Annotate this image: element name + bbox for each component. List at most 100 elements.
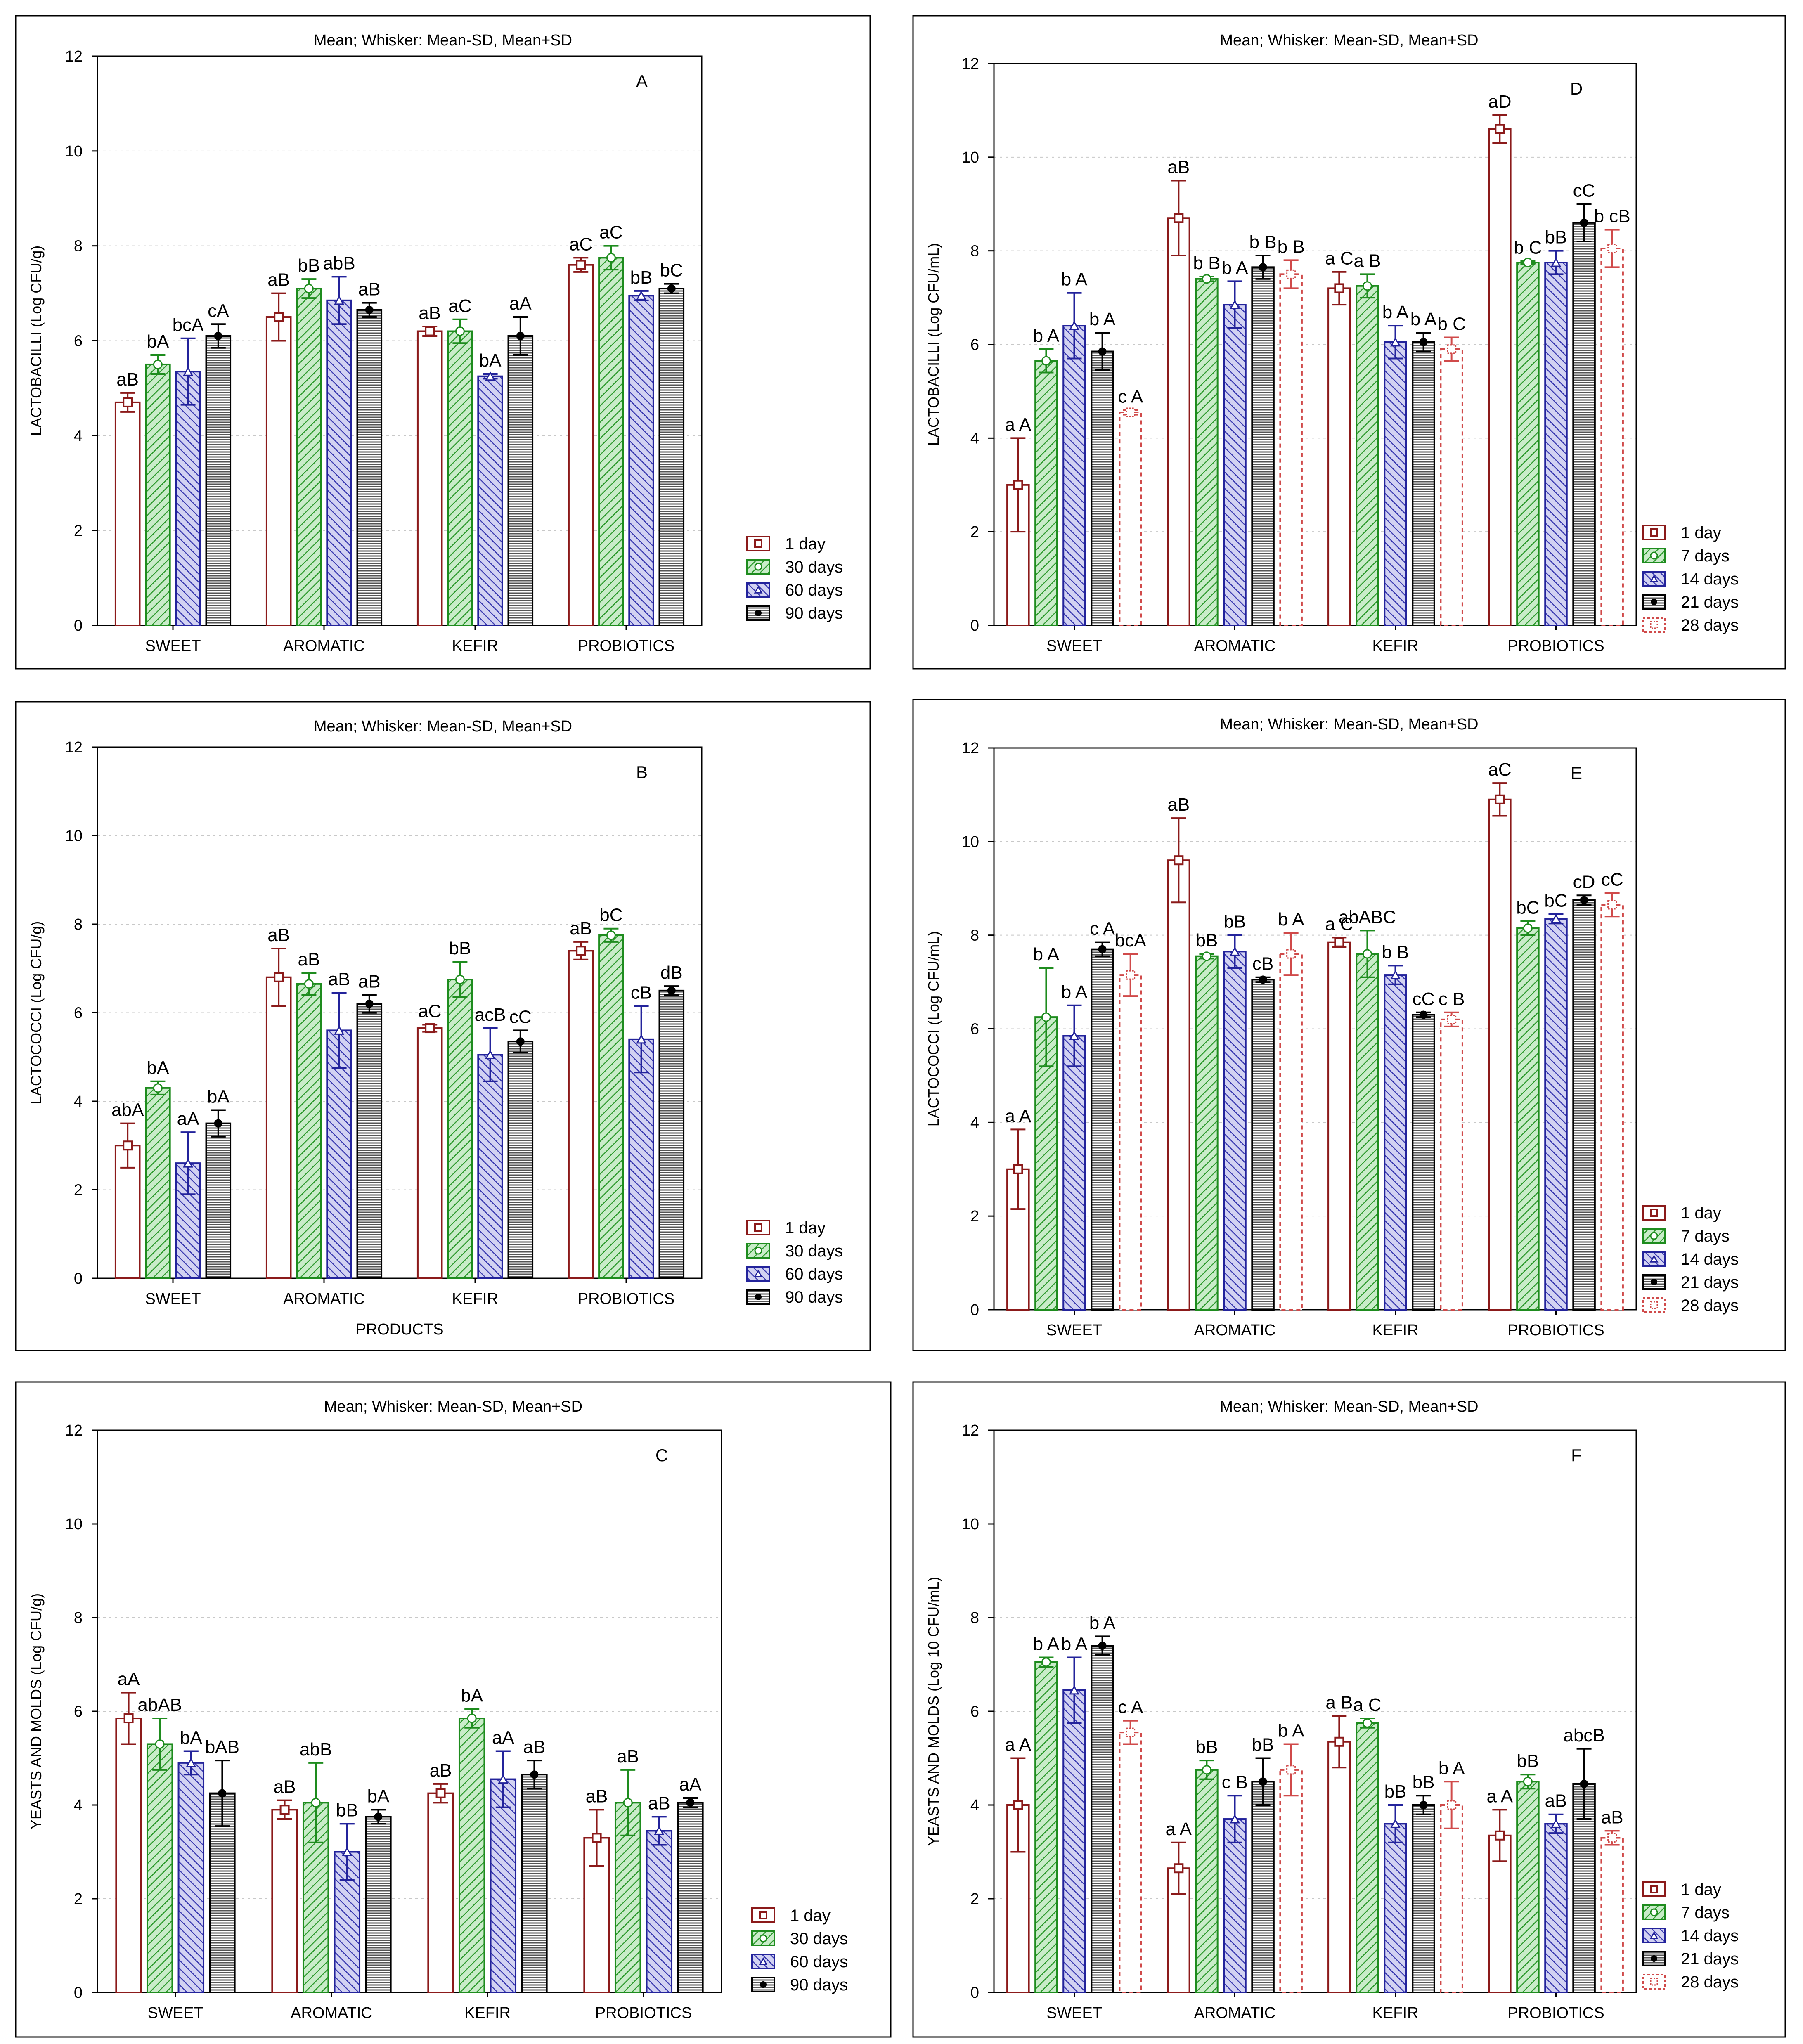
bar <box>1412 1804 1435 1993</box>
mean-marker <box>155 1739 165 1749</box>
bar <box>1223 304 1247 626</box>
significance-label: abB <box>323 253 355 273</box>
significance-label: bB <box>1545 227 1567 248</box>
legend-marker <box>1650 1232 1658 1240</box>
significance-label: aB <box>328 969 350 989</box>
mean-marker <box>1362 1718 1372 1728</box>
y-tick-label: 12 <box>65 1422 83 1439</box>
bar <box>1167 859 1190 1311</box>
bar <box>296 288 322 626</box>
legend-label: 1 day <box>790 1907 831 1925</box>
significance-label: b A <box>1061 982 1088 1002</box>
significance-label: aB <box>116 369 139 390</box>
bar <box>1600 904 1624 1311</box>
mean-marker <box>1334 1736 1344 1747</box>
bar <box>1279 1769 1303 1993</box>
bar <box>416 330 443 626</box>
legend-swatch <box>746 559 770 575</box>
y-axis-label: LACTOCOCCI (Log CFU/mL) <box>925 931 942 1126</box>
panel-letter: B <box>636 762 648 782</box>
y-tick-label: 4 <box>74 1093 83 1110</box>
mean-marker <box>1334 283 1344 293</box>
legend-marker <box>754 563 762 571</box>
significance-label: bA <box>367 1786 389 1806</box>
mean-marker <box>1334 937 1344 947</box>
significance-label: bC <box>1516 898 1539 918</box>
significance-label: a B <box>1353 251 1381 271</box>
bar <box>1384 974 1407 1311</box>
mean-marker <box>1069 1031 1080 1041</box>
mean-marker <box>606 253 616 263</box>
bar <box>507 1041 534 1279</box>
legend-label: 30 days <box>785 558 843 576</box>
mean-marker <box>1495 124 1505 134</box>
mean-marker <box>153 360 163 369</box>
x-axis-label: PRODUCTS <box>355 1321 443 1338</box>
mean-marker <box>304 979 314 989</box>
chart-title: Mean; Whisker: Mean-SD, Mean+SD <box>1220 32 1478 49</box>
mean-marker <box>1098 945 1107 953</box>
legend-label: 30 days <box>790 1930 848 1948</box>
significance-label: b A <box>1278 1720 1304 1741</box>
mean-marker <box>1286 1765 1296 1775</box>
significance-label: b A <box>1061 270 1088 290</box>
bar <box>1488 798 1512 1311</box>
legend-marker <box>1649 1931 1659 1939</box>
mean-marker <box>1259 1777 1267 1786</box>
bar <box>1119 411 1142 626</box>
mean-marker <box>279 1805 290 1815</box>
significance-label: cB <box>631 982 652 1003</box>
bar <box>1251 979 1275 1311</box>
mean-marker <box>1041 1657 1051 1667</box>
y-tick-label: 10 <box>962 1516 979 1533</box>
y-tick-label: 12 <box>962 1422 979 1439</box>
significance-label: aB <box>1601 1807 1623 1827</box>
y-tick-label: 2 <box>970 523 979 541</box>
bar <box>598 934 624 1279</box>
mean-marker <box>311 1798 321 1807</box>
legend-marker <box>759 1957 768 1965</box>
mean-marker <box>1286 949 1296 959</box>
y-tick-label: 0 <box>970 617 979 634</box>
significance-label: aB <box>419 303 441 323</box>
y-tick-label: 0 <box>74 617 83 634</box>
bar <box>1572 222 1596 626</box>
mean-marker <box>1447 344 1457 354</box>
y-tick-label: 4 <box>74 427 83 445</box>
legend-label: 14 days <box>1681 1927 1739 1945</box>
significance-label: aC <box>1488 759 1511 780</box>
x-tick-label: AROMATIC <box>1194 637 1276 655</box>
bar <box>568 264 594 626</box>
legend-marker <box>1651 599 1657 605</box>
significance-label: b C <box>1514 238 1542 258</box>
significance-label: bB <box>1517 1751 1539 1771</box>
significance-label: abABC <box>1339 907 1396 927</box>
significance-label: a A <box>1166 1819 1192 1839</box>
panel-e: Mean; Whisker: Mean-SD, Mean+SD 0 2 4 6 8 10 12… <box>912 699 1786 1351</box>
legend-swatch <box>746 1243 770 1259</box>
bar <box>1062 1689 1086 1994</box>
legend-marker <box>1650 1908 1658 1916</box>
y-tick-label: 8 <box>970 927 979 944</box>
significance-label: aA <box>177 1109 199 1129</box>
panel-letter: A <box>636 71 648 91</box>
y-tick-label: 10 <box>962 833 979 851</box>
significance-label: c A <box>1118 1697 1143 1718</box>
mean-marker <box>667 986 676 995</box>
y-tick-label: 8 <box>74 238 83 255</box>
y-axis-label: YEASTS AND MOLDS (Log CFU/g) <box>28 1593 45 1829</box>
mean-marker <box>636 291 647 300</box>
mean-marker <box>1580 1779 1588 1788</box>
plot-area <box>97 746 703 1279</box>
y-tick-label: 4 <box>970 430 979 447</box>
significance-label: c B <box>1439 989 1465 1009</box>
mean-marker <box>334 1025 345 1035</box>
mean-marker <box>1259 263 1267 272</box>
y-tick-label: 0 <box>74 1984 83 2001</box>
bar <box>114 401 141 626</box>
bar <box>568 950 594 1280</box>
y-tick-label: 6 <box>74 333 83 350</box>
bar <box>265 976 292 1279</box>
bar <box>447 979 473 1279</box>
legend-marker <box>754 585 763 594</box>
